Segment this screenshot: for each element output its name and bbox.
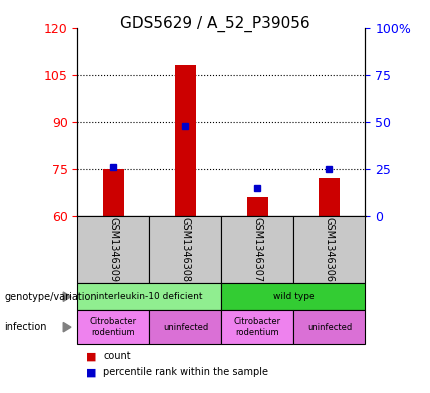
Text: count: count <box>103 351 131 362</box>
Text: percentile rank within the sample: percentile rank within the sample <box>103 367 268 377</box>
Text: wild type: wild type <box>273 292 314 301</box>
Text: interleukin-10 deficient: interleukin-10 deficient <box>96 292 203 301</box>
Text: ■: ■ <box>86 367 96 377</box>
Text: uninfected: uninfected <box>307 323 352 332</box>
Text: GSM1346309: GSM1346309 <box>108 217 118 282</box>
Text: Citrobacter
rodentium: Citrobacter rodentium <box>90 318 137 337</box>
Text: Citrobacter
rodentium: Citrobacter rodentium <box>234 318 281 337</box>
Text: GSM1346308: GSM1346308 <box>181 217 190 282</box>
Text: genotype/variation: genotype/variation <box>4 292 97 302</box>
Text: uninfected: uninfected <box>163 323 208 332</box>
Bar <box>247 197 268 216</box>
Text: GDS5629 / A_52_P39056: GDS5629 / A_52_P39056 <box>120 16 310 32</box>
Text: infection: infection <box>4 322 47 332</box>
Text: GSM1346307: GSM1346307 <box>252 217 262 282</box>
Text: ■: ■ <box>86 351 96 362</box>
Bar <box>319 178 340 216</box>
Bar <box>103 169 124 216</box>
Text: GSM1346306: GSM1346306 <box>325 217 335 282</box>
Bar <box>175 65 196 216</box>
